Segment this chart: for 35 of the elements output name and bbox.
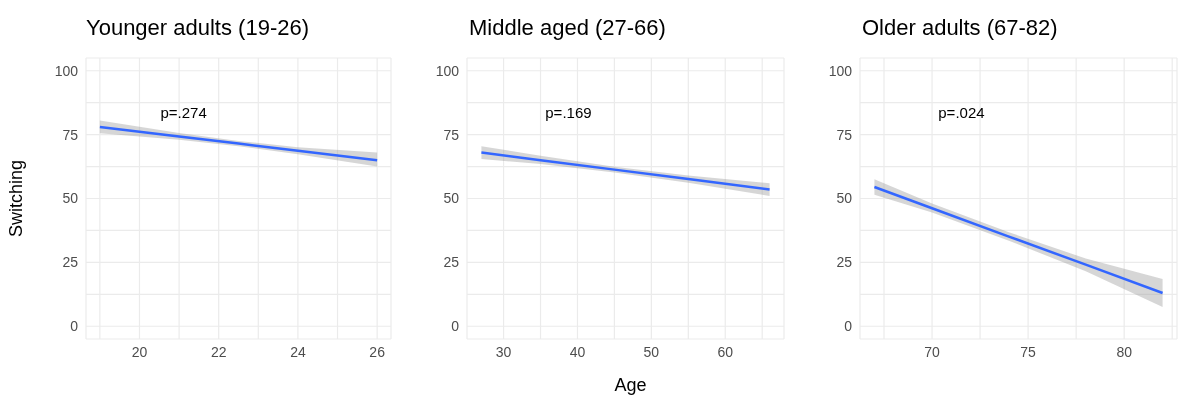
x-tick-label: 22 [210, 343, 227, 360]
chart-title: Older adults (67-82) [861, 14, 1059, 42]
y-tick-label: 25 [62, 254, 79, 271]
y-tick-label: 25 [836, 254, 853, 271]
x-tick-label: 70 [924, 343, 941, 360]
x-tick-label: 75 [1020, 343, 1037, 360]
chart-title: Middle aged (27-66) [468, 14, 667, 42]
x-tick-label: 60 [717, 343, 734, 360]
y-tick-label: 0 [70, 318, 79, 335]
x-tick-label: 24 [290, 343, 306, 360]
x-axis-title: Age [613, 374, 648, 397]
annotation: p=.169 [544, 104, 593, 122]
y-tick-label: 100 [435, 62, 460, 79]
y-axis-title: Switching [6, 159, 27, 238]
y-tick-label: 50 [443, 190, 460, 207]
line-series [873, 185, 1164, 295]
y-tick-label: 75 [836, 126, 853, 143]
x-tick-label: 26 [369, 343, 386, 360]
annotation: p=.274 [159, 104, 208, 122]
y-tick-label: 50 [62, 190, 79, 207]
y-tick-label: 75 [62, 126, 79, 143]
y-tick-label: 50 [836, 190, 853, 207]
chart-title: Younger adults (19-26) [85, 14, 310, 42]
annotation: p=.024 [937, 104, 986, 122]
x-tick-label: 30 [495, 343, 512, 360]
y-tick-label: 25 [443, 254, 460, 271]
y-tick-label: 100 [828, 62, 853, 79]
x-tick-label: 40 [569, 343, 586, 360]
x-tick-label: 20 [131, 343, 148, 360]
x-tick-label: 80 [1116, 343, 1133, 360]
y-tick-label: 100 [54, 62, 79, 79]
y-tick-label: 0 [844, 318, 853, 335]
y-tick-label: 75 [443, 126, 460, 143]
x-tick-label: 50 [643, 343, 660, 360]
y-tick-label: 0 [451, 318, 460, 335]
